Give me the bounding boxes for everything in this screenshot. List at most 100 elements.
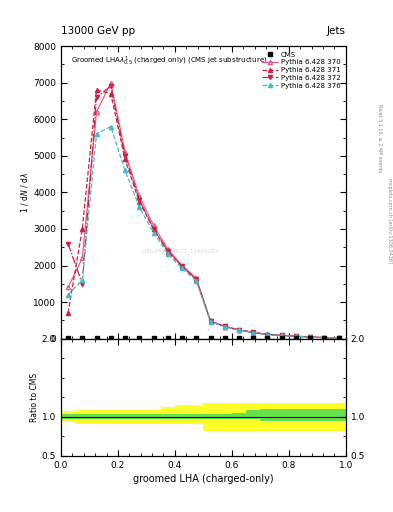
Pythia 6.428 371 [237, 327, 241, 333]
Text: CMS-PAS-SMP-21_11920187: CMS-PAS-SMP-21_11920187 [142, 248, 219, 254]
Pythia 6.428 372 [94, 94, 99, 100]
CMS [308, 335, 312, 342]
CMS [137, 335, 141, 342]
Pythia 6.428 376 [151, 229, 156, 236]
Pythia 6.428 371 [137, 199, 141, 205]
Pythia 6.428 376 [251, 329, 255, 335]
Pythia 6.428 372 [322, 334, 327, 340]
Y-axis label: Ratio to CMS: Ratio to CMS [30, 373, 39, 422]
Pythia 6.428 372 [251, 329, 255, 335]
Pythia 6.428 370 [123, 149, 127, 155]
CMS [180, 335, 184, 342]
Pythia 6.428 370 [279, 332, 284, 338]
Pythia 6.428 372 [66, 241, 70, 247]
Text: Groomed LHA$\lambda^{1}_{0.5}$ (charged only) (CMS jet substructure): Groomed LHA$\lambda^{1}_{0.5}$ (charged … [71, 55, 268, 68]
Pythia 6.428 372 [194, 276, 198, 282]
Pythia 6.428 370 [251, 329, 255, 335]
Pythia 6.428 372 [279, 332, 284, 338]
Pythia 6.428 371 [180, 263, 184, 269]
Pythia 6.428 376 [308, 334, 312, 340]
Pythia 6.428 372 [222, 324, 227, 330]
Pythia 6.428 376 [208, 319, 213, 325]
Pythia 6.428 376 [137, 204, 141, 210]
CMS [279, 335, 284, 342]
Pythia 6.428 371 [251, 329, 255, 335]
Pythia 6.428 371 [66, 310, 70, 316]
CMS [80, 335, 84, 342]
Pythia 6.428 376 [80, 277, 84, 283]
CMS [123, 335, 127, 342]
Pythia 6.428 372 [308, 334, 312, 340]
Pythia 6.428 372 [151, 226, 156, 232]
Pythia 6.428 371 [308, 334, 312, 340]
Pythia 6.428 371 [123, 156, 127, 162]
Pythia 6.428 370 [222, 323, 227, 329]
Pythia 6.428 371 [279, 332, 284, 338]
Text: Jets: Jets [327, 26, 346, 36]
CMS [208, 335, 213, 342]
Pythia 6.428 376 [265, 332, 270, 338]
Pythia 6.428 371 [265, 331, 270, 337]
Pythia 6.428 370 [336, 335, 341, 342]
Pythia 6.428 370 [137, 193, 141, 199]
Pythia 6.428 376 [279, 332, 284, 338]
CMS [151, 335, 156, 342]
CMS [94, 335, 99, 342]
Pythia 6.428 376 [222, 324, 227, 330]
Pythia 6.428 370 [237, 327, 241, 333]
Pythia 6.428 370 [94, 109, 99, 115]
Pythia 6.428 376 [66, 292, 70, 298]
Pythia 6.428 371 [294, 333, 298, 339]
Text: mcplots.cern.ch [arXiv:1306.3436]: mcplots.cern.ch [arXiv:1306.3436] [387, 178, 391, 263]
Pythia 6.428 371 [151, 226, 156, 232]
Legend: CMS, Pythia 6.428 370, Pythia 6.428 371, Pythia 6.428 372, Pythia 6.428 376: CMS, Pythia 6.428 370, Pythia 6.428 371,… [261, 50, 342, 91]
Pythia 6.428 370 [151, 222, 156, 228]
Line: Pythia 6.428 372: Pythia 6.428 372 [66, 84, 341, 340]
Pythia 6.428 371 [194, 276, 198, 283]
Pythia 6.428 370 [66, 284, 70, 290]
CMS [66, 335, 70, 342]
Pythia 6.428 370 [80, 255, 84, 261]
Pythia 6.428 372 [208, 318, 213, 325]
CMS [194, 335, 198, 342]
Pythia 6.428 370 [208, 318, 213, 324]
Pythia 6.428 370 [108, 79, 113, 86]
Pythia 6.428 376 [165, 251, 170, 257]
Pythia 6.428 372 [294, 333, 298, 339]
Text: 13000 GeV pp: 13000 GeV pp [61, 26, 135, 36]
Pythia 6.428 372 [265, 331, 270, 337]
Pythia 6.428 372 [165, 248, 170, 254]
CMS [322, 335, 327, 342]
Line: Pythia 6.428 371: Pythia 6.428 371 [66, 88, 341, 340]
Line: Pythia 6.428 376: Pythia 6.428 376 [66, 124, 341, 340]
Pythia 6.428 371 [80, 226, 84, 232]
Pythia 6.428 376 [123, 167, 127, 174]
Pythia 6.428 376 [194, 278, 198, 284]
Pythia 6.428 370 [265, 331, 270, 337]
Pythia 6.428 372 [336, 335, 341, 342]
Pythia 6.428 376 [237, 327, 241, 333]
Text: Rivet 3.1.10, ≥ 2.4M events: Rivet 3.1.10, ≥ 2.4M events [377, 104, 382, 173]
Pythia 6.428 376 [322, 335, 327, 341]
Pythia 6.428 371 [222, 324, 227, 330]
Pythia 6.428 372 [180, 263, 184, 269]
Pythia 6.428 371 [165, 248, 170, 254]
CMS [265, 335, 270, 342]
Pythia 6.428 370 [294, 333, 298, 339]
Pythia 6.428 372 [80, 281, 84, 287]
Pythia 6.428 372 [137, 197, 141, 203]
X-axis label: groomed LHA (charged-only): groomed LHA (charged-only) [133, 474, 274, 484]
Pythia 6.428 376 [108, 123, 113, 130]
Pythia 6.428 370 [308, 334, 312, 340]
Pythia 6.428 376 [294, 333, 298, 339]
Line: CMS: CMS [66, 336, 341, 340]
Pythia 6.428 371 [322, 335, 327, 341]
Pythia 6.428 370 [194, 275, 198, 282]
Pythia 6.428 370 [322, 334, 327, 340]
Pythia 6.428 370 [165, 246, 170, 252]
Pythia 6.428 376 [94, 131, 99, 137]
Y-axis label: 1 / $\mathrm{d}N$ / $\mathrm{d}\lambda$: 1 / $\mathrm{d}N$ / $\mathrm{d}\lambda$ [19, 172, 30, 213]
CMS [165, 335, 170, 342]
CMS [294, 335, 298, 342]
CMS [108, 335, 113, 342]
